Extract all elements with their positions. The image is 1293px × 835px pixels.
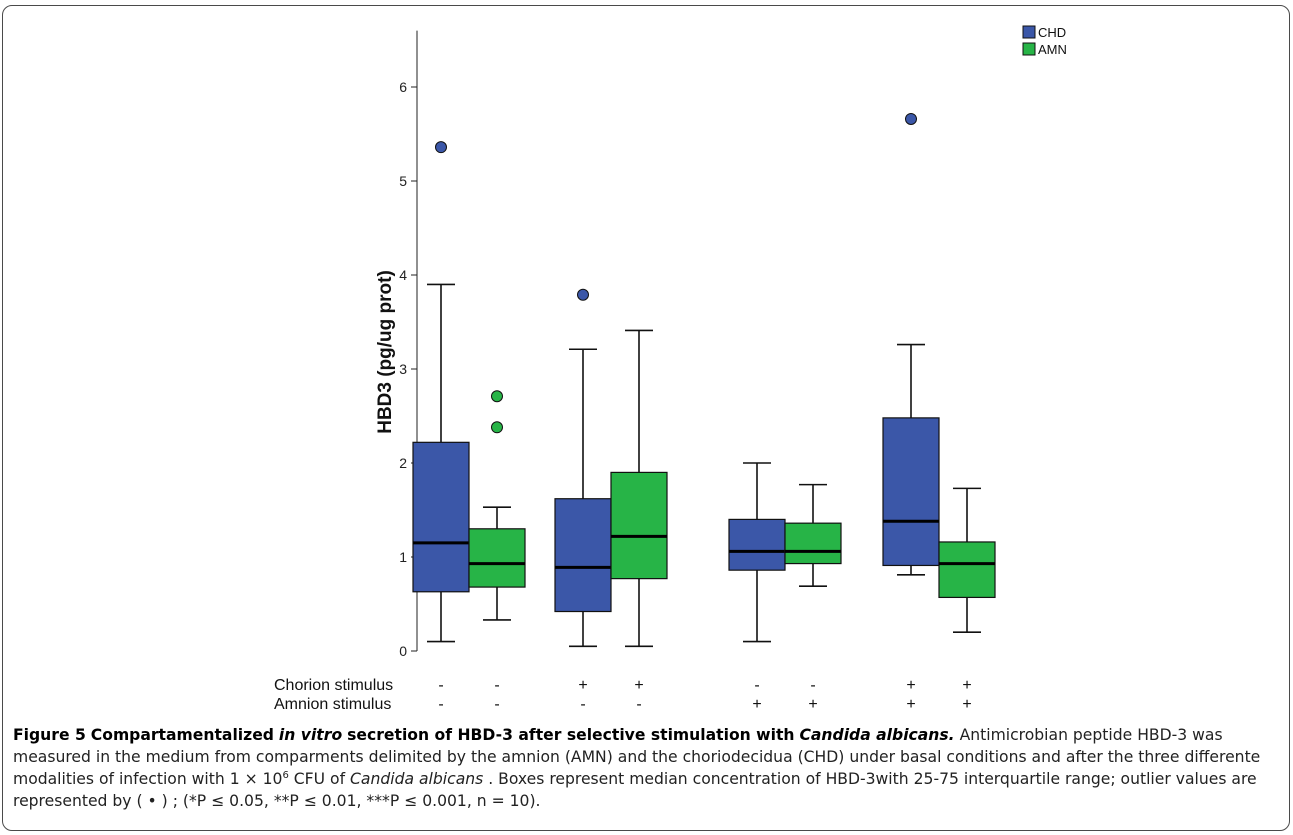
outlier-point xyxy=(492,422,503,433)
box-chd xyxy=(883,418,939,566)
stimulus-sign: + xyxy=(906,696,915,713)
caption-label: Figure 5 xyxy=(13,726,86,744)
stimulus-row-label: Chorion stimulus xyxy=(274,677,393,694)
box-amn xyxy=(785,523,841,563)
legend-swatch-amn xyxy=(1023,43,1035,55)
box-chd xyxy=(555,499,611,612)
figure-caption: Figure 5 Compartamentalized in vitro sec… xyxy=(13,724,1281,812)
outlier-point xyxy=(492,391,503,402)
stimulus-sign: + xyxy=(752,696,761,713)
box-amn xyxy=(939,542,995,597)
y-tick-label: 5 xyxy=(399,173,407,189)
box-chd xyxy=(413,442,469,591)
outlier-point xyxy=(436,142,447,153)
stimulus-sign: - xyxy=(810,677,815,694)
stimulus-sign: + xyxy=(962,677,971,694)
box-chd xyxy=(729,519,785,570)
stimulus-table: Chorion stimulus Amnion stimulus - - - - + + - - -… xyxy=(274,677,972,713)
legend-label: CHD xyxy=(1038,25,1066,40)
y-tick-label: 1 xyxy=(399,549,407,565)
caption-body-sup: 6 xyxy=(282,770,288,781)
y-tick-label: 3 xyxy=(399,361,407,377)
stimulus-sign: - xyxy=(754,677,759,694)
stimulus-sign: - xyxy=(494,677,499,694)
stimulus-sign: - xyxy=(438,677,443,694)
y-tick-label: 4 xyxy=(399,267,407,283)
stimulus-sign: + xyxy=(808,696,817,713)
stimulus-sign: + xyxy=(906,677,915,694)
stimulus-sign: + xyxy=(962,696,971,713)
outlier-point xyxy=(578,289,589,300)
y-tick-label: 2 xyxy=(399,455,407,471)
box-plot-chart: 0 1 2 3 4 5 6 CHD AMN Chorion stimulus Amnion st… xyxy=(0,0,1293,720)
caption-title-part2: secretion of HBD-3 after selective stimu… xyxy=(347,726,794,744)
y-axis-label: HBD3 (pg/ug prot) xyxy=(375,270,396,434)
caption-title-part1: Compartamentalized xyxy=(91,726,274,744)
caption-body-italic: Candida albicans xyxy=(350,770,483,788)
y-tick-label: 6 xyxy=(399,79,407,95)
stimulus-sign: - xyxy=(636,696,641,713)
stimulus-sign: - xyxy=(494,696,499,713)
caption-title-italic1: in vitro xyxy=(279,726,342,744)
caption-title-italic2: Candida albicans. xyxy=(799,726,954,744)
stimulus-sign: - xyxy=(438,696,443,713)
legend-swatch-chd xyxy=(1023,26,1035,38)
box-series xyxy=(413,113,995,646)
box-amn xyxy=(469,529,525,587)
legend: CHD AMN xyxy=(1023,25,1067,57)
stimulus-sign: - xyxy=(580,696,585,713)
stimulus-sign: + xyxy=(578,677,587,694)
y-tick-label: 0 xyxy=(399,643,407,659)
caption-body-part2: CFU of xyxy=(294,770,345,788)
box-amn xyxy=(611,472,667,578)
stimulus-sign: + xyxy=(634,677,643,694)
legend-label: AMN xyxy=(1038,42,1067,57)
stimulus-row-label: Amnion stimulus xyxy=(274,696,391,713)
outlier-point xyxy=(906,113,917,124)
